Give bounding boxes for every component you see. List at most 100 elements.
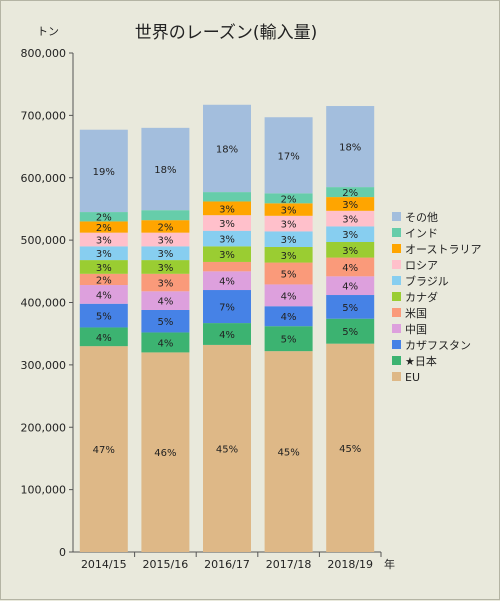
bar-segment bbox=[79, 285, 128, 304]
segment-label: 5% bbox=[342, 303, 358, 314]
segment-label: 3% bbox=[281, 220, 297, 231]
legend-swatch bbox=[392, 212, 401, 221]
legend-swatch bbox=[392, 340, 401, 349]
segment-label: 7% bbox=[219, 303, 235, 314]
bar-segment bbox=[326, 343, 375, 552]
y-tick-label: 700,000 bbox=[21, 109, 67, 122]
segment-label: 3% bbox=[342, 215, 358, 226]
legend-label: カザフスタン bbox=[405, 339, 471, 352]
segment-label: 2% bbox=[281, 194, 297, 205]
segment-label: 3% bbox=[342, 230, 358, 241]
bar-segment bbox=[264, 246, 313, 263]
bar-segment bbox=[141, 352, 190, 552]
bar-segment bbox=[203, 344, 251, 552]
legend-label: ブラジル bbox=[405, 274, 449, 288]
legend-label: その他 bbox=[405, 211, 438, 224]
segment-label: 3% bbox=[157, 263, 173, 274]
bar-segment bbox=[264, 351, 313, 552]
segment-label: 4% bbox=[157, 297, 173, 308]
y-tick-label: 0 bbox=[59, 546, 66, 559]
segment-label: 2% bbox=[96, 213, 112, 224]
bar-segment bbox=[141, 309, 190, 333]
bar-segment bbox=[141, 220, 190, 233]
bar-segment bbox=[326, 257, 375, 277]
bar-segment bbox=[141, 332, 190, 353]
bar-segment bbox=[79, 303, 128, 328]
y-axis-unit-label: トン bbox=[37, 25, 59, 38]
bar-segment bbox=[79, 246, 128, 261]
segment-label: 4% bbox=[342, 263, 358, 274]
bar-segment bbox=[326, 210, 375, 227]
bar-segment bbox=[326, 106, 375, 188]
legend-label: ★日本 bbox=[405, 354, 437, 368]
bar-segment bbox=[203, 290, 251, 324]
bar-segment bbox=[264, 284, 313, 307]
bar-segment bbox=[141, 273, 190, 292]
legend-swatch bbox=[392, 324, 401, 333]
bar-segment bbox=[264, 326, 313, 352]
bar-segment bbox=[326, 241, 375, 258]
segment-label: 2% bbox=[96, 223, 112, 234]
bar-segment bbox=[79, 260, 128, 274]
legend-label: ロシア bbox=[405, 259, 438, 272]
bar-segment bbox=[203, 261, 251, 272]
segment-label: 3% bbox=[281, 206, 297, 217]
bar-segment bbox=[264, 193, 313, 204]
segment-label: 2% bbox=[157, 222, 173, 233]
segment-label: 3% bbox=[157, 236, 173, 247]
bar-segment bbox=[203, 104, 251, 193]
segment-label: 4% bbox=[219, 277, 235, 288]
segment-label: 3% bbox=[342, 246, 358, 257]
legend-label: EU bbox=[405, 371, 420, 384]
bar-segment bbox=[79, 212, 128, 222]
bar-segment bbox=[203, 271, 251, 291]
bar-segment bbox=[203, 192, 251, 202]
bar-segment bbox=[203, 323, 251, 345]
segment-label: 3% bbox=[281, 235, 297, 246]
segment-label: 5% bbox=[157, 317, 173, 328]
legend-label: インド bbox=[405, 227, 438, 240]
bar-segment bbox=[79, 273, 128, 286]
segment-label: 3% bbox=[219, 250, 235, 261]
x-tick-label: 2016/17 bbox=[204, 558, 250, 571]
segment-label: 45% bbox=[339, 444, 361, 455]
legend-swatch bbox=[392, 260, 401, 269]
x-tick-label: 2014/15 bbox=[81, 558, 127, 571]
legend-swatch bbox=[392, 228, 401, 237]
bar-segment bbox=[79, 221, 128, 233]
segment-label: 4% bbox=[219, 330, 235, 341]
legend-label: 米国 bbox=[405, 307, 427, 320]
bar-segment bbox=[264, 117, 313, 194]
segment-label: 19% bbox=[93, 167, 115, 178]
segment-label: 4% bbox=[342, 282, 358, 293]
y-tick-label: 800,000 bbox=[21, 47, 67, 60]
segment-label: 4% bbox=[281, 312, 297, 323]
bar-segment bbox=[326, 318, 375, 344]
segment-label: 3% bbox=[219, 204, 235, 215]
segment-label: 46% bbox=[154, 448, 176, 459]
bar-segment bbox=[79, 232, 128, 247]
y-tick-label: 500,000 bbox=[21, 234, 67, 247]
bar-segment bbox=[326, 197, 375, 211]
bar-segment bbox=[203, 246, 251, 262]
segment-label: 47% bbox=[93, 445, 115, 456]
segment-label: 3% bbox=[96, 249, 112, 260]
bar-segment bbox=[326, 276, 375, 296]
segment-label: 4% bbox=[96, 290, 112, 301]
legend-swatch bbox=[392, 244, 401, 253]
segment-label: 5% bbox=[342, 327, 358, 338]
segment-label: 4% bbox=[281, 291, 297, 302]
segment-label: 3% bbox=[342, 200, 358, 211]
bar-segment bbox=[141, 291, 190, 310]
y-tick-label: 200,000 bbox=[21, 421, 67, 434]
bar-segment bbox=[141, 232, 190, 247]
segment-label: 3% bbox=[96, 236, 112, 247]
y-tick-label: 300,000 bbox=[21, 359, 67, 372]
bar-segment bbox=[79, 327, 128, 347]
segment-label: 3% bbox=[157, 279, 173, 290]
segment-label: 45% bbox=[216, 444, 238, 455]
y-tick-label: 400,000 bbox=[21, 297, 67, 310]
bar-segment bbox=[264, 203, 313, 216]
